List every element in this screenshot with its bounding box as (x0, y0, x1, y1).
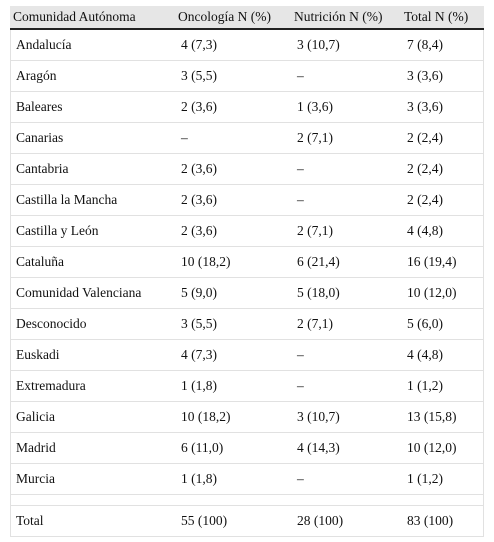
cell-total: 4 (4,8) (401, 339, 484, 371)
cell-nutricion: 3 (10,7) (291, 401, 401, 433)
table-row: Castilla y León 2 (3,6) 2 (7,1) 4 (4,8) (10, 215, 484, 247)
cell-comunidad: Galicia (10, 401, 175, 433)
table-row: Extremadura 1 (1,8) –1 (1,2) (10, 370, 484, 402)
table-row: Desconocido 3 (5,5) 2 (7,1) 5 (6,0) (10, 308, 484, 340)
cell-total: 2 (2,4) (401, 153, 484, 185)
cell-nutricion: 1 (3,6) (291, 91, 401, 123)
cell-nutricion: – (291, 153, 401, 185)
cell-total: 10 (12,0) (401, 277, 484, 309)
header-total: Total N (%) (401, 6, 484, 30)
cell-comunidad: Madrid (10, 432, 175, 464)
table-body: Andalucía 4 (7,3) 3 (10,7) 7 (8,4) Aragón 3 (… (10, 29, 484, 537)
cell-oncologia: 1 (1,8) (175, 463, 291, 495)
cell-comunidad: Comunidad Valenciana (10, 277, 175, 309)
spacer-cell (10, 494, 175, 506)
cell-comunidad: Aragón (10, 60, 175, 92)
cell-comunidad: Cataluña (10, 246, 175, 278)
cell-total: 2 (2,4) (401, 184, 484, 216)
cell-oncologia: 4 (7,3) (175, 29, 291, 61)
spacer-cell (175, 494, 291, 506)
table-row: Comunidad Valenciana 5 (9,0) 5 (18,0) 10 (1… (10, 277, 484, 309)
cell-oncologia: 10 (18,2) (175, 246, 291, 278)
cell-total: 3 (3,6) (401, 91, 484, 123)
cell-oncologia: – (175, 122, 291, 154)
cell-oncologia: 3 (5,5) (175, 308, 291, 340)
cell-comunidad: Murcia (10, 463, 175, 495)
cell-oncologia: 2 (3,6) (175, 153, 291, 185)
cell-total: 10 (12,0) (401, 432, 484, 464)
cell-comunidad: Castilla y León (10, 215, 175, 247)
cell-comunidad: Canarias (10, 122, 175, 154)
cell-nutricion: 2 (7,1) (291, 308, 401, 340)
total-cell-nutricion: 28 (100) (291, 505, 401, 537)
cell-total: 4 (4,8) (401, 215, 484, 247)
cell-total: 1 (1,2) (401, 463, 484, 495)
cell-nutricion: 5 (18,0) (291, 277, 401, 309)
cell-total: 5 (6,0) (401, 308, 484, 340)
cell-total: 7 (8,4) (401, 29, 484, 61)
table-row: Galicia 10 (18,2) 3 (10,7) 13 (15,8) (10, 401, 484, 433)
table-row: Murcia 1 (1,8) –1 (1,2) (10, 463, 484, 495)
cell-nutricion: – (291, 60, 401, 92)
cell-nutricion: – (291, 463, 401, 495)
total-cell-oncologia: 55 (100) (175, 505, 291, 537)
cell-oncologia: 2 (3,6) (175, 215, 291, 247)
cell-nutricion: 4 (14,3) (291, 432, 401, 464)
spacer-cell (291, 494, 401, 506)
cell-comunidad: Andalucía (10, 29, 175, 61)
spacer-row (10, 494, 484, 506)
cell-oncologia: 6 (11,0) (175, 432, 291, 464)
cell-total: 1 (1,2) (401, 370, 484, 402)
cell-comunidad: Desconocido (10, 308, 175, 340)
cell-comunidad: Baleares (10, 91, 175, 123)
header-nutricion: Nutrición N (%) (291, 6, 401, 30)
cell-total: 13 (15,8) (401, 401, 484, 433)
cell-nutricion: 3 (10,7) (291, 29, 401, 61)
table-row: Baleares 2 (3,6) 1 (3,6) 3 (3,6) (10, 91, 484, 123)
cell-total: 2 (2,4) (401, 122, 484, 154)
cell-oncologia: 10 (18,2) (175, 401, 291, 433)
total-cell-comunidad: Total (10, 505, 175, 537)
cell-oncologia: 4 (7,3) (175, 339, 291, 371)
table-row: Aragón 3 (5,5) –3 (3,6) (10, 60, 484, 92)
data-table: Comunidad Autónoma Oncología N (%) Nutri… (10, 6, 484, 537)
cell-total: 3 (3,6) (401, 60, 484, 92)
cell-oncologia: 2 (3,6) (175, 91, 291, 123)
cell-total: 16 (19,4) (401, 246, 484, 278)
cell-comunidad: Euskadi (10, 339, 175, 371)
cell-comunidad: Extremadura (10, 370, 175, 402)
cell-oncologia: 3 (5,5) (175, 60, 291, 92)
table-row: Cantabria 2 (3,6) –2 (2,4) (10, 153, 484, 185)
table-row: Madrid 6 (11,0) 4 (14,3) 10 (12,0) (10, 432, 484, 464)
table-row: Andalucía 4 (7,3) 3 (10,7) 7 (8,4) (10, 29, 484, 61)
cell-nutricion: 2 (7,1) (291, 215, 401, 247)
table-row: Castilla la Mancha 2 (3,6) –2 (2,4) (10, 184, 484, 216)
cell-nutricion: – (291, 184, 401, 216)
cell-oncologia: 5 (9,0) (175, 277, 291, 309)
cell-comunidad: Castilla la Mancha (10, 184, 175, 216)
cell-nutricion: 2 (7,1) (291, 122, 401, 154)
spacer-cell (401, 494, 484, 506)
total-row: Total 55 (100) 28 (100) 83 (100) (10, 505, 484, 537)
cell-nutricion: 6 (21,4) (291, 246, 401, 278)
cell-oncologia: 1 (1,8) (175, 370, 291, 402)
cell-nutricion: – (291, 370, 401, 402)
cell-oncologia: 2 (3,6) (175, 184, 291, 216)
header-comunidad: Comunidad Autónoma (10, 6, 175, 30)
cell-nutricion: – (291, 339, 401, 371)
table-row: Cataluña 10 (18,2) 6 (21,4) 16 (19,4) (10, 246, 484, 278)
total-cell-total: 83 (100) (401, 505, 484, 537)
header-oncologia: Oncología N (%) (175, 6, 291, 30)
table-row: Euskadi 4 (7,3) –4 (4,8) (10, 339, 484, 371)
table-header-row: Comunidad Autónoma Oncología N (%) Nutri… (10, 6, 484, 30)
table-row: Canarias –2 (7,1) 2 (2,4) (10, 122, 484, 154)
cell-comunidad: Cantabria (10, 153, 175, 185)
